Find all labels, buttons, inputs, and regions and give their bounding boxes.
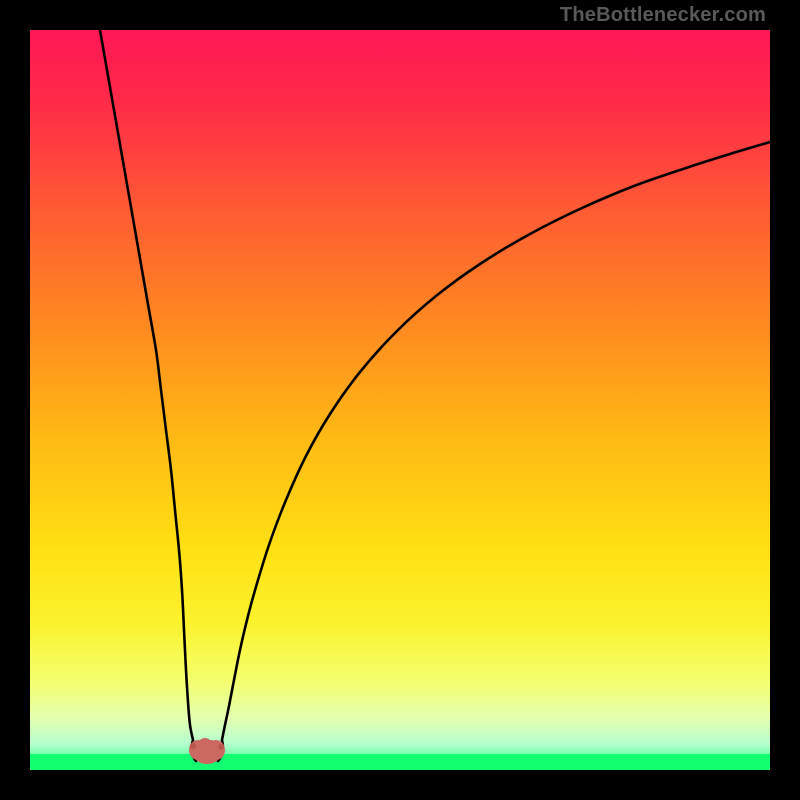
curve-left-branch bbox=[100, 30, 193, 740]
chart-root: TheBottlenecker.com bbox=[0, 0, 800, 800]
plot-area bbox=[30, 30, 770, 770]
watermark-text: TheBottlenecker.com bbox=[560, 4, 766, 27]
curve-right-branch bbox=[222, 142, 770, 740]
bottleneck-curve bbox=[30, 30, 770, 770]
